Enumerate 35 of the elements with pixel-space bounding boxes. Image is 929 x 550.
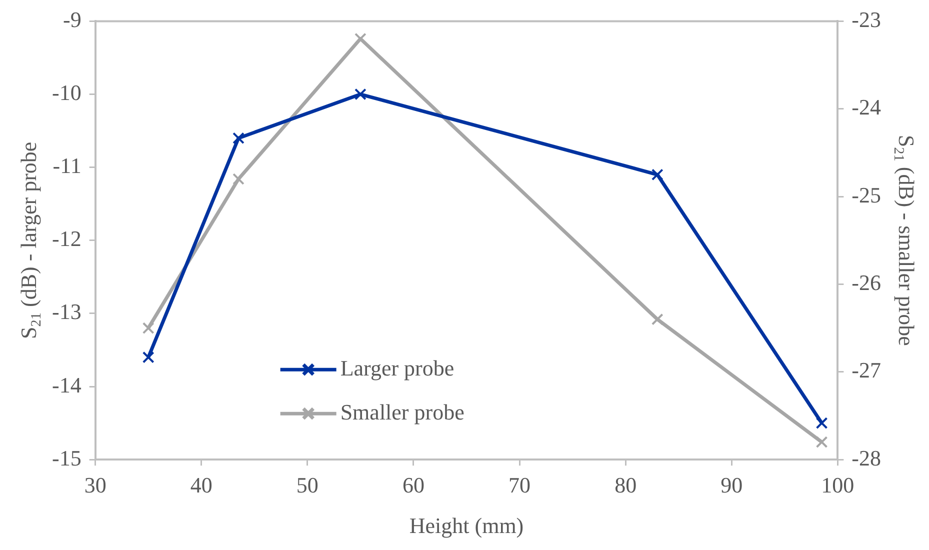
x-axis-title: Height (mm) xyxy=(409,512,524,538)
y-tick-label: -13 xyxy=(52,299,82,324)
y-tick-label: -11 xyxy=(52,153,82,178)
y2-tick-label: -23 xyxy=(852,6,881,32)
point xyxy=(651,313,664,326)
y-tick-label: -15 xyxy=(52,445,82,470)
y2-axis-title: S21 (dB) - smaller probe xyxy=(890,134,920,346)
point xyxy=(816,417,828,430)
x-tick-label: 30 xyxy=(84,472,106,498)
y2-tick-label: -28 xyxy=(852,445,881,470)
legend-label: Larger probe xyxy=(340,355,454,380)
y2-tick-label: -25 xyxy=(852,182,881,208)
x-tick-label: 90 xyxy=(720,472,743,498)
point xyxy=(232,173,244,185)
y2-tick-label: -26 xyxy=(852,270,881,296)
y-tick-label: -14 xyxy=(52,372,82,398)
y-axis-title: S21 (dB) - larger probe xyxy=(16,142,44,339)
y2-tick-label: -27 xyxy=(852,358,881,383)
x-tick-label: 60 xyxy=(402,472,424,498)
y2-tick-label: -24 xyxy=(852,94,881,120)
point xyxy=(354,88,366,100)
point xyxy=(651,168,664,181)
y-tick-label: -9 xyxy=(63,6,82,32)
x-tick-label: 50 xyxy=(296,472,318,498)
legend-label: Smaller probe xyxy=(340,399,464,424)
point xyxy=(142,322,154,334)
y-tick-label: -10 xyxy=(52,80,82,106)
point xyxy=(142,351,154,364)
x-tick-label: 100 xyxy=(821,472,854,498)
point xyxy=(232,132,244,144)
x-tick-label: 40 xyxy=(190,472,212,498)
x-tick-label: 70 xyxy=(508,472,531,498)
x-tick-label: 80 xyxy=(614,472,637,498)
point xyxy=(816,436,828,448)
y-tick-label: -12 xyxy=(52,226,82,252)
